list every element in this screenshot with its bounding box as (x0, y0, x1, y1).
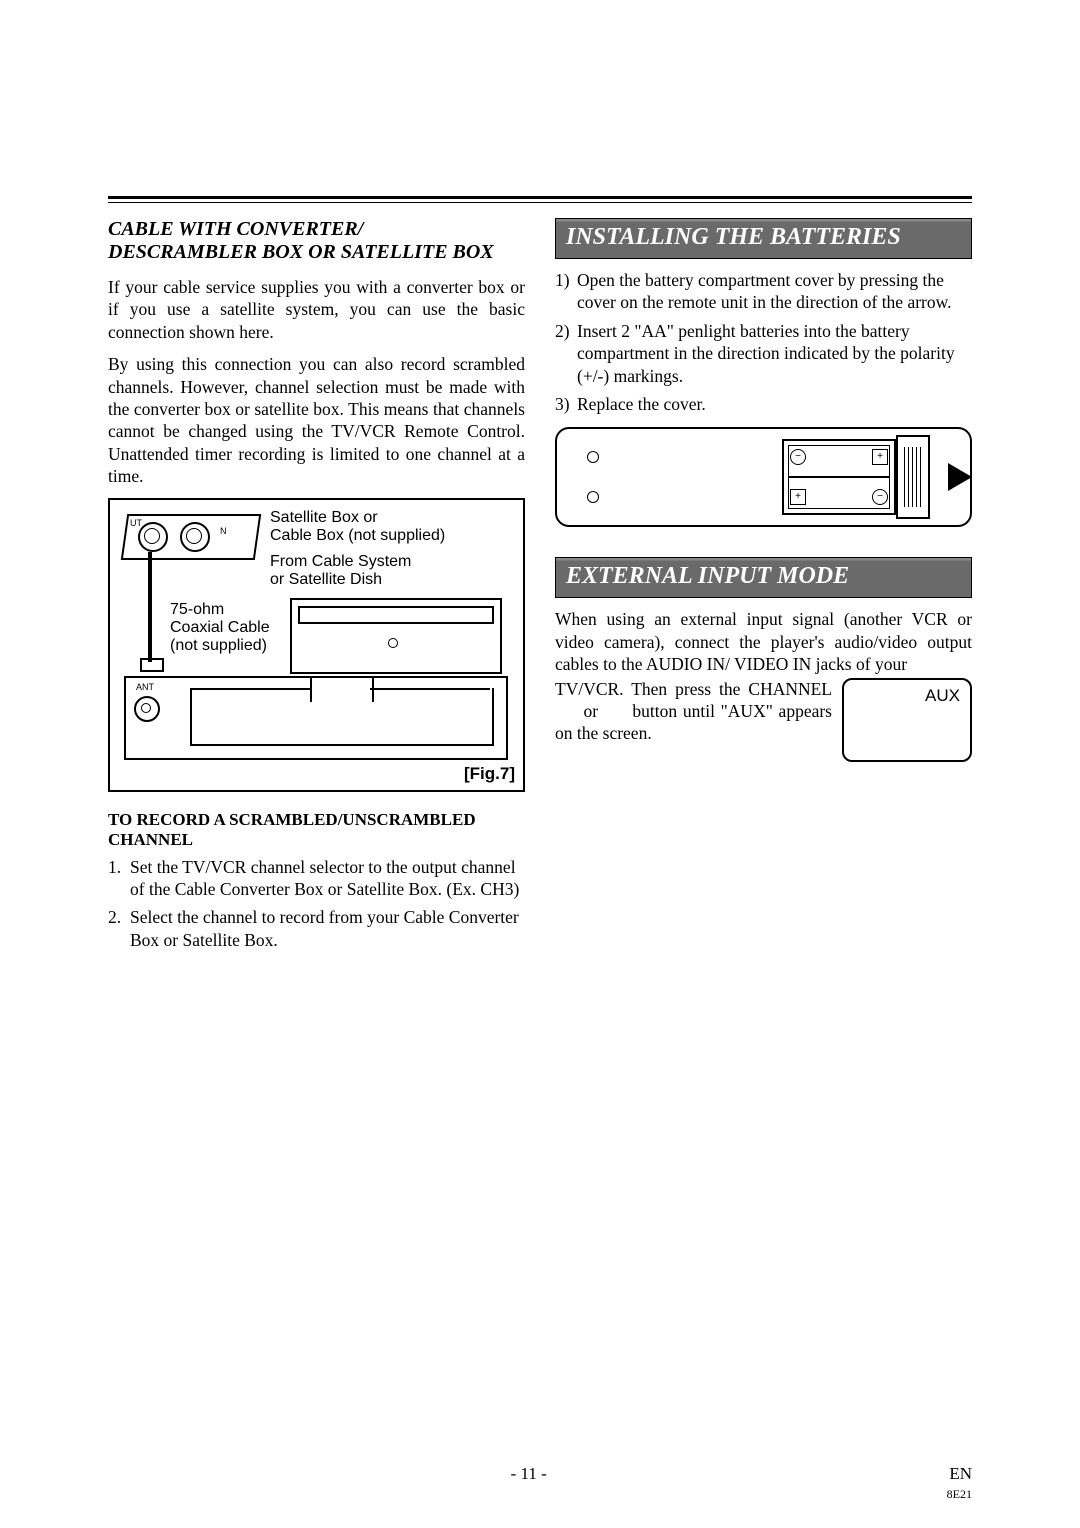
fig-satbox-label1: Satellite Box or (270, 508, 378, 527)
battery-bay-icon: − + + − (782, 439, 896, 515)
left-para1: If your cable service supplies you with … (108, 276, 525, 343)
fig-satbox-label2: Cable Box (not supplied) (270, 526, 445, 545)
footer-lang: EN (949, 1464, 972, 1484)
manual-page: CABLE WITH CONVERTER/ DESCRAMBLER BOX OR… (0, 0, 1080, 1528)
list-item: 1) Open the battery compartment cover by… (555, 269, 972, 314)
page-footer: - 11 - EN (108, 1464, 972, 1484)
screw-icon (587, 491, 599, 503)
polarity-plus-icon: + (790, 489, 806, 505)
battery-lid-icon (896, 435, 930, 519)
fig-from-label1: From Cable System (270, 552, 411, 571)
figure-label: [Fig.7] (464, 764, 515, 784)
fig-coax-label3: (not supplied) (170, 636, 267, 655)
ant-jack-icon (134, 696, 160, 722)
rca-inner-icon (144, 528, 160, 544)
fig-n-label: N (220, 526, 227, 537)
left-para2: By using this connection you can also re… (108, 353, 525, 487)
fig-ant-label: ANT (136, 682, 154, 693)
footer-code: 8E21 (947, 1487, 972, 1502)
figure-7: UT N Satellite Box or Cable Box (not sup… (108, 498, 525, 792)
step-text: Select the channel to record from your C… (130, 906, 525, 951)
aux-label: AUX (925, 686, 960, 705)
step-text: Open the battery compartment cover by pr… (577, 269, 972, 314)
step-text: Insert 2 "AA" penlight batteries into th… (577, 320, 972, 387)
list-item: 3) Replace the cover. (555, 393, 972, 415)
page-number: - 11 - (511, 1464, 547, 1484)
step-number: 3) (555, 393, 577, 415)
banner-text: EXTERNAL INPUT MODE (566, 563, 849, 589)
right-column: INSTALLING THE BATTERIES 1) Open the bat… (555, 218, 972, 957)
banner-text: INSTALLING THE BATTERIES (566, 224, 901, 250)
list-item: 1. Set the TV/VCR channel selector to th… (108, 856, 525, 901)
left-heading-line1: CABLE WITH CONVERTER/ (108, 218, 363, 240)
battery-figure: − + + − (555, 427, 972, 527)
left-heading: CABLE WITH CONVERTER/ DESCRAMBLER BOX OR… (108, 218, 525, 264)
list-item: 2. Select the channel to record from you… (108, 906, 525, 951)
bracket-top-icon (310, 676, 374, 702)
step-text: Replace the cover. (577, 393, 972, 415)
ext-para-full: When using an external input signal (ano… (555, 608, 972, 675)
coax-cable-icon (148, 552, 152, 662)
step-number: 1) (555, 269, 577, 314)
record-steps-list: 1. Set the TV/VCR channel selector to th… (108, 856, 525, 952)
bracket-left-icon (190, 688, 310, 690)
header-rule (108, 196, 972, 203)
list-item: 2) Insert 2 "AA" penlight batteries into… (555, 320, 972, 387)
screw-icon (587, 451, 599, 463)
bracket-right-icon (370, 688, 490, 690)
record-heading: TO RECORD A SCRAMBLED/UNSCRAMBLED CHANNE… (108, 810, 525, 850)
banner-external-input: EXTERNAL INPUT MODE (555, 557, 972, 598)
ext-wrap-block: AUX TV/VCR. Then press the CHANNEL or bu… (555, 678, 972, 762)
arrow-right-icon (948, 463, 972, 491)
fig-coax-label2: Coaxial Cable (170, 618, 270, 637)
tvvcr-slot-icon (298, 606, 494, 624)
step-text: Set the TV/VCR channel selector to the o… (130, 856, 525, 901)
polarity-plus-icon: + (872, 449, 888, 465)
step-number: 2) (555, 320, 577, 387)
battery-steps-list: 1) Open the battery compartment cover by… (555, 269, 972, 415)
left-heading-line2: DESCRAMBLER BOX OR SATELLITE BOX (108, 241, 494, 263)
step-number: 2. (108, 906, 130, 951)
fig-from-label2: or Satellite Dish (270, 570, 382, 589)
banner-installing-batteries: INSTALLING THE BATTERIES (555, 218, 972, 259)
fig-ut-label: UT (130, 518, 142, 529)
aux-screen-icon: AUX (842, 678, 972, 762)
fig-coax-label1: 75-ohm (170, 600, 224, 619)
left-column: CABLE WITH CONVERTER/ DESCRAMBLER BOX OR… (108, 218, 525, 957)
two-column-layout: CABLE WITH CONVERTER/ DESCRAMBLER BOX OR… (108, 218, 972, 957)
step-number: 1. (108, 856, 130, 901)
tvvcr-screw-icon (388, 638, 398, 648)
rca-inner2-icon (186, 528, 202, 544)
coax-plug-icon (140, 658, 164, 672)
